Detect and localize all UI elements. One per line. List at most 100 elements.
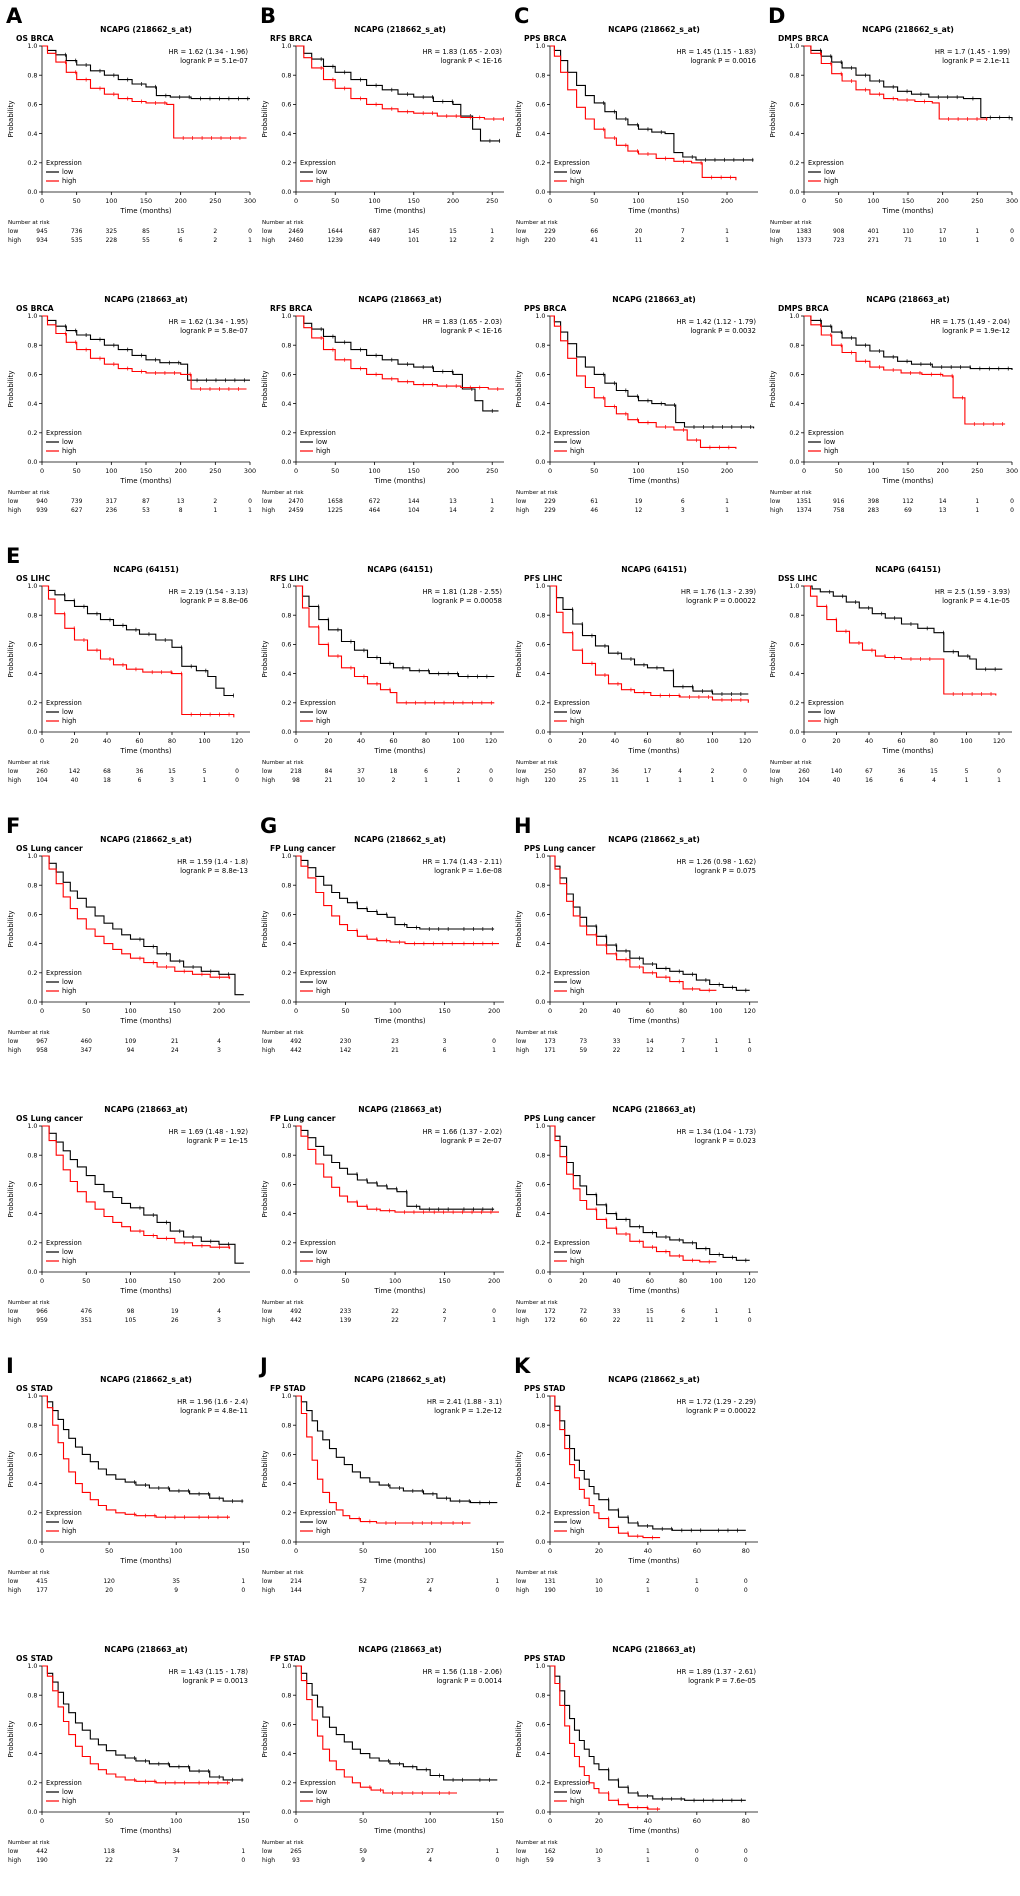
- legend-low-label: low: [62, 1248, 74, 1256]
- risk-count-low: 112: [902, 498, 914, 505]
- x-tick-label: 100: [368, 467, 380, 475]
- legend-title: Expression: [554, 1509, 590, 1517]
- chart-outcome-label: OS BRCA: [16, 304, 54, 313]
- hr-annotation: HR = 1.42 (1.12 - 1.79): [677, 318, 757, 326]
- y-tick-label: 0.2: [281, 699, 291, 707]
- risk-row-low-label: low: [262, 768, 272, 775]
- risk-count-high: 1373: [796, 237, 811, 244]
- hr-annotation: HR = 2.41 (1.88 - 3.1): [427, 1398, 503, 1406]
- risk-count-low: 85: [142, 228, 150, 235]
- km-chart-os-brca-218663: NCAPG (218663_at) OS BRCA 0.0 0.2 0.4 0.6 0.8 1…: [4, 292, 256, 520]
- risk-count-high: 1: [248, 237, 252, 244]
- risk-count-low: 73: [579, 1038, 587, 1045]
- x-tick-label: 100: [710, 1277, 722, 1285]
- y-axis-label: Probability: [515, 1180, 523, 1217]
- row-lung-probe1: F NCAPG (218662_s_at) OS Lung cancer 0.0 0.…: [4, 816, 1020, 1086]
- x-tick-label: 50: [835, 467, 843, 475]
- x-axis-label: Time (months): [119, 1017, 171, 1025]
- risk-count-high: 40: [71, 777, 79, 784]
- x-axis-label: Time (months): [881, 207, 933, 215]
- risk-count-low: 118: [103, 1848, 115, 1855]
- chart-title: NCAPG (218663_at): [104, 1645, 187, 1654]
- legend-title: Expression: [554, 159, 590, 167]
- risk-count-low: 908: [833, 228, 845, 235]
- hr-annotation: HR = 2.19 (1.54 - 3.13): [169, 588, 249, 596]
- risk-count-low: 20: [635, 228, 643, 235]
- x-axis-label: Time (months): [373, 477, 425, 485]
- y-tick-label: 0.6: [281, 1451, 291, 1459]
- km-chart-os-brca-218662: NCAPG (218662_s_at) OS BRCA 0.0 0.2 0.4 0.6 0.…: [4, 22, 256, 250]
- y-tick-label: 0.8: [281, 881, 291, 889]
- x-tick-label: 40: [612, 1277, 620, 1285]
- x-tick-label: 150: [491, 1547, 503, 1555]
- y-tick-label: 1.0: [535, 1392, 545, 1400]
- legend-title: Expression: [554, 429, 590, 437]
- risk-count-low: 5: [965, 768, 969, 775]
- y-tick-label: 0.4: [27, 670, 37, 678]
- legend-low-label: low: [570, 1518, 582, 1526]
- legend-low-label: low: [570, 438, 582, 446]
- km-curve-high: [42, 1665, 230, 1784]
- risk-count-high: 7: [361, 1587, 365, 1594]
- risk-count-low: 1: [725, 498, 729, 505]
- x-tick-label: 200: [213, 1007, 225, 1015]
- risk-count-low: 35: [172, 1578, 180, 1585]
- y-axis-label: Probability: [261, 1450, 269, 1487]
- y-axis-label: Probability: [261, 1720, 269, 1757]
- risk-count-high: 22: [613, 1047, 621, 1054]
- legend-title: Expression: [300, 429, 336, 437]
- number-at-risk-label: Number at risk: [262, 1300, 304, 1306]
- panel-letter-b: B: [260, 4, 277, 28]
- risk-count-low: 1: [714, 1038, 718, 1045]
- y-axis-label: Probability: [261, 1180, 269, 1217]
- risk-count-low: 0: [248, 228, 252, 235]
- y-tick-label: 0.2: [27, 969, 37, 977]
- risk-row-low-label: low: [8, 228, 18, 235]
- y-tick-label: 0.0: [27, 1268, 37, 1276]
- risk-count-high: 41: [590, 237, 598, 244]
- y-tick-label: 0.0: [281, 188, 291, 196]
- x-tick-label: 20: [595, 1547, 603, 1555]
- logrank-p-annotation: logrank P = 0.023: [695, 1137, 756, 1145]
- risk-count-high: 229: [544, 507, 556, 514]
- risk-count-low: 0: [695, 1848, 699, 1855]
- km-curve-high: [42, 45, 247, 139]
- y-tick-label: 0.0: [535, 458, 545, 466]
- number-at-risk-label: Number at risk: [262, 1570, 304, 1576]
- risk-count-high: 11: [635, 237, 643, 244]
- risk-count-high: 59: [579, 1047, 587, 1054]
- risk-row-high-label: high: [770, 237, 783, 244]
- y-tick-label: 0.2: [281, 1509, 291, 1517]
- pps-stad-probe2-cell: NCAPG (218663_at) PPS STAD 0.0 0.2 0.4 0.6 0.8…: [512, 1626, 766, 1896]
- pps-brca-probe2-cell: NCAPG (218663_at) PPS BRCA 0.0 0.2 0.4 0.6 0.8…: [512, 276, 766, 546]
- y-tick-label: 1.0: [281, 1122, 291, 1130]
- y-tick-label: 0.6: [789, 371, 799, 379]
- x-tick-label: 80: [742, 1817, 750, 1825]
- risk-count-high: 2: [213, 237, 217, 244]
- x-tick-label: 50: [341, 1007, 349, 1015]
- risk-count-low: 1: [725, 228, 729, 235]
- legend-low-label: low: [316, 1248, 328, 1256]
- risk-count-low: 110: [902, 228, 914, 235]
- risk-count-low: 2: [711, 768, 715, 775]
- x-tick-label: 60: [646, 1277, 654, 1285]
- km-plot-svg: NCAPG (218663_at) FP STAD 0.0 0.2 0.4 0.6 0.8 1…: [261, 1645, 504, 1864]
- y-tick-label: 0.4: [27, 1480, 37, 1488]
- x-tick-label: 200: [447, 467, 459, 475]
- hr-annotation: HR = 1.59 (1.4 - 1.8): [177, 858, 248, 866]
- km-curve-high: [42, 585, 235, 718]
- km-curve-low: [804, 45, 1013, 121]
- x-tick-label: 20: [832, 737, 840, 745]
- y-tick-label: 0.6: [27, 1181, 37, 1189]
- logrank-p-annotation: logrank P = 1.9e-12: [942, 327, 1010, 335]
- risk-count-low: 4: [217, 1038, 221, 1045]
- risk-count-high: 1: [213, 507, 217, 514]
- y-tick-label: 0.4: [789, 130, 799, 138]
- risk-count-high: 13: [939, 507, 947, 514]
- risk-count-low: 3: [443, 1038, 447, 1045]
- y-tick-label: 0.2: [535, 429, 545, 437]
- x-tick-label: 0: [40, 1817, 44, 1825]
- logrank-p-annotation: logrank P = 0.075: [695, 867, 756, 875]
- x-tick-label: 40: [865, 737, 873, 745]
- risk-count-high: 758: [833, 507, 845, 514]
